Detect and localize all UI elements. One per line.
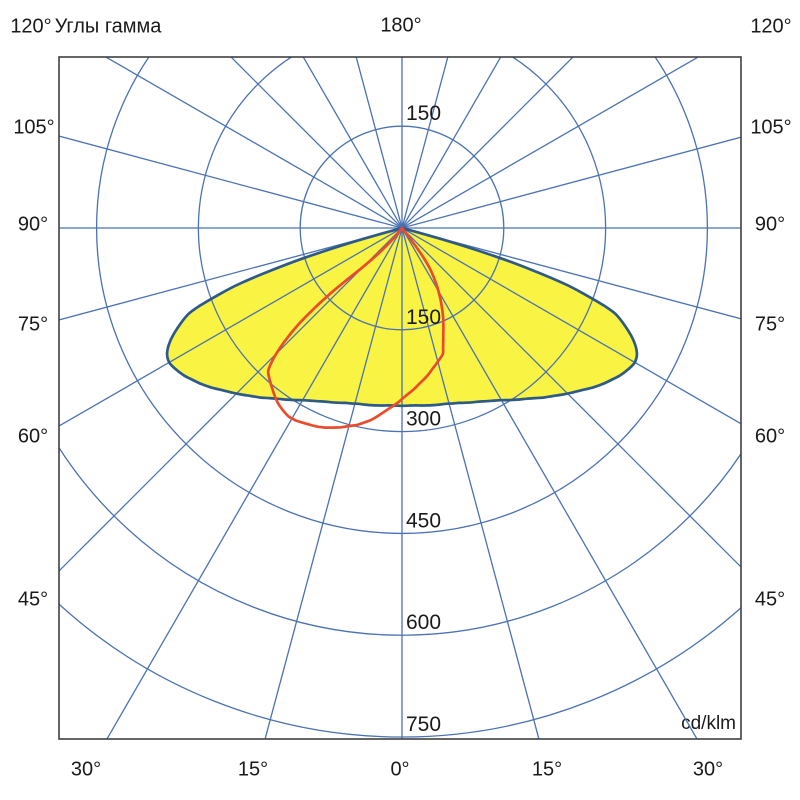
angle-label-right-75: 75° bbox=[754, 313, 786, 336]
angle-label-right-45: 45° bbox=[754, 588, 786, 611]
radial-tick-150: 150 bbox=[406, 306, 441, 329]
angle-label-bottom-0: 0° bbox=[390, 758, 410, 781]
radial-tick-150-upper: 150 bbox=[406, 102, 441, 125]
angle-label-left-60: 60° bbox=[17, 425, 49, 448]
angle-label-left-90: 90° bbox=[17, 213, 49, 236]
angle-label-right-105: 105° bbox=[750, 116, 792, 139]
angle-label-bottom-30R: 30° bbox=[692, 758, 724, 781]
angle-label-bottom-15L: 15° bbox=[237, 758, 269, 781]
angle-label-bottom-30L: 30° bbox=[70, 758, 102, 781]
angle-label-top-right-120: 120° bbox=[750, 15, 792, 38]
page-title: Углы гамма bbox=[54, 15, 162, 38]
radial-tick-300: 300 bbox=[406, 408, 441, 431]
angle-label-right-90: 90° bbox=[754, 213, 786, 236]
filled_yellow_lobe-outline bbox=[165, 226, 639, 408]
intensity-curves bbox=[165, 226, 639, 429]
radial-tick-450: 450 bbox=[406, 509, 441, 532]
angle-label-top-180: 180° bbox=[380, 14, 422, 37]
radial-tick-750: 750 bbox=[406, 713, 441, 736]
red_outline_lobe-outline bbox=[266, 226, 445, 429]
angle-label-left-105: 105° bbox=[13, 116, 55, 139]
angle-label-left-75: 75° bbox=[17, 313, 49, 336]
angle-label-right-60: 60° bbox=[754, 425, 786, 448]
angle-label-bottom-15R: 15° bbox=[531, 758, 563, 781]
unit-label: cd/klm bbox=[681, 713, 736, 734]
angle-label-top-left-120: 120° bbox=[10, 15, 52, 38]
radial-tick-labels: 150 150 300 450 600 750 bbox=[406, 102, 441, 736]
radial-tick-600: 600 bbox=[406, 611, 441, 634]
plot-border bbox=[58, 56, 742, 740]
angle-label-left-45: 45° bbox=[17, 588, 49, 611]
